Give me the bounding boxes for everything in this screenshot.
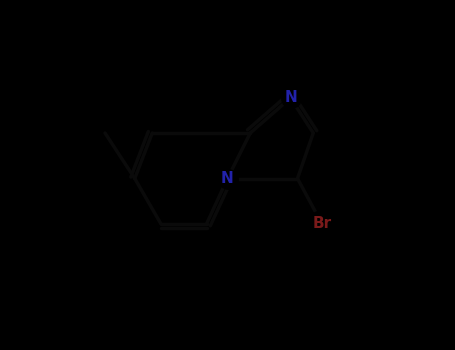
Text: Br: Br	[313, 217, 332, 231]
Text: N: N	[221, 171, 234, 186]
Text: N: N	[284, 91, 297, 105]
